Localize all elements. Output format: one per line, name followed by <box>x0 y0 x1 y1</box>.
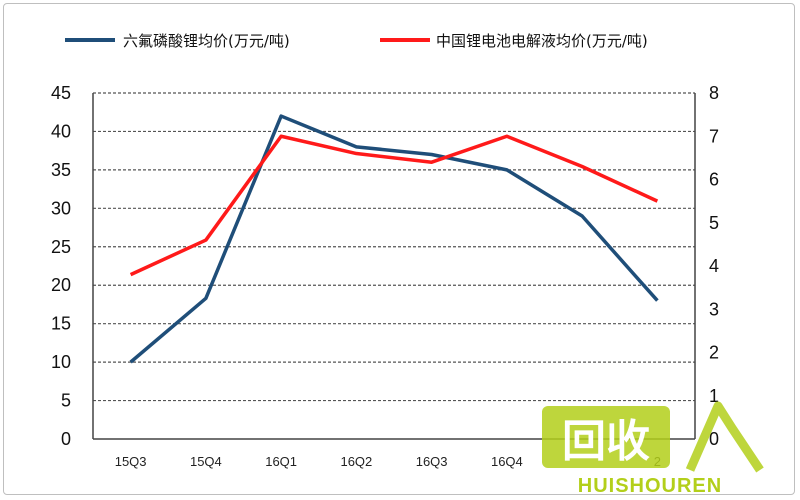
left-tick-label: 15 <box>51 314 71 334</box>
left-tick-label: 45 <box>51 83 71 103</box>
right-tick-label: 8 <box>709 83 719 103</box>
legend: 六氟磷酸锂均价(万元/吨) 中国锂电池电解液均价(万元/吨) <box>65 32 648 50</box>
right-tick-label: 7 <box>709 126 719 146</box>
right-tick-label: 2 <box>709 343 719 363</box>
grid <box>93 92 695 402</box>
right-axis-ticks: 0 1 2 3 4 5 6 7 8 <box>709 83 719 449</box>
axes <box>92 93 696 440</box>
x-tick-label: 16Q2 <box>340 454 372 469</box>
right-tick-label: 3 <box>709 299 719 319</box>
watermark-logo: 回收 HUISHOUREN <box>542 401 764 497</box>
watermark-logo-text: 回收 <box>562 416 650 467</box>
right-tick-label: 4 <box>709 256 719 276</box>
left-tick-label: 40 <box>51 121 71 141</box>
left-tick-label: 10 <box>51 352 71 372</box>
x-tick-label: 16Q3 <box>416 454 448 469</box>
x-tick-label: 15Q4 <box>190 454 222 469</box>
x-tick-label: 16Q1 <box>265 454 297 469</box>
left-tick-label: 25 <box>51 237 71 257</box>
left-tick-label: 35 <box>51 160 71 180</box>
chart-frame <box>3 3 795 495</box>
right-tick-label: 0 <box>709 429 719 449</box>
watermark-text: HUISHOUREN <box>578 475 722 497</box>
left-tick-label: 0 <box>61 429 71 449</box>
x-tick-label: 15Q3 <box>115 454 147 469</box>
right-tick-label: 6 <box>709 170 719 190</box>
left-axis-ticks: 0 5 10 15 20 25 30 35 40 45 <box>51 83 71 449</box>
left-tick-label: 5 <box>61 391 71 411</box>
x-tick-label: 16Q4 <box>491 454 523 469</box>
right-tick-label: 1 <box>709 386 719 406</box>
series-lines <box>129 114 659 364</box>
left-tick-label: 30 <box>51 198 71 218</box>
left-tick-label: 20 <box>51 275 71 295</box>
series-line-1 <box>129 114 659 364</box>
legend-label-series-1: 六氟磷酸锂均价(万元/吨) <box>123 32 290 50</box>
series-line-2 <box>129 134 659 277</box>
legend-label-series-2: 中国锂电池电解液均价(万元/吨) <box>436 32 648 50</box>
right-tick-label: 5 <box>709 213 719 233</box>
